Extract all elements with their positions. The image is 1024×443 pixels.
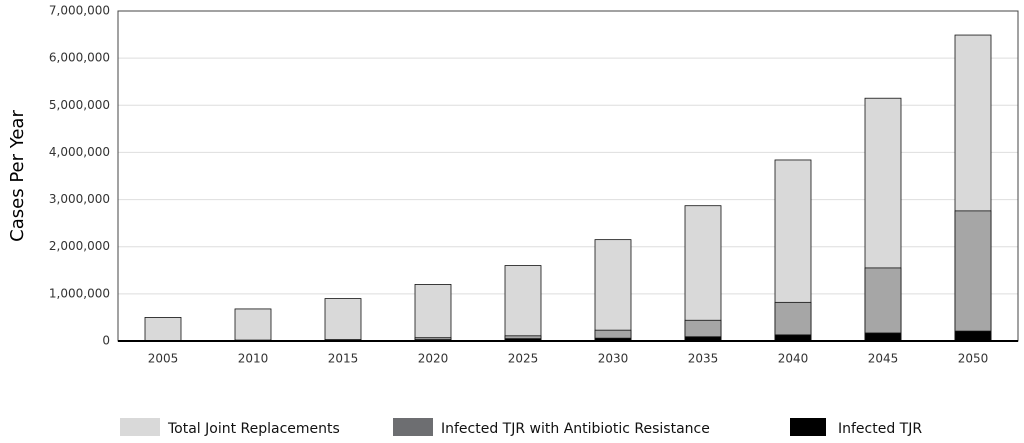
y-tick-label: 6,000,000 bbox=[49, 51, 110, 65]
bar bbox=[954, 210, 992, 342]
bar bbox=[864, 332, 902, 342]
legend-label: Infected TJR bbox=[838, 421, 922, 437]
legend-swatch bbox=[120, 418, 160, 436]
x-tick-label: 2050 bbox=[958, 352, 989, 366]
bar bbox=[414, 284, 452, 342]
bar bbox=[864, 267, 902, 342]
y-tick-label: 1,000,000 bbox=[49, 286, 110, 300]
x-tick-label: 2040 bbox=[778, 352, 809, 366]
bar bbox=[234, 308, 272, 342]
x-tick-label: 2020 bbox=[418, 352, 449, 366]
x-tick-label: 2030 bbox=[598, 352, 629, 366]
bar bbox=[144, 317, 182, 342]
legend-swatch bbox=[393, 418, 433, 436]
legend-label: Infected TJR with Antibiotic Resistance bbox=[441, 421, 710, 437]
legend-swatch bbox=[790, 418, 826, 436]
legend-label: Total Joint Replacements bbox=[167, 421, 340, 437]
bar bbox=[504, 265, 542, 342]
bar bbox=[594, 239, 632, 342]
x-tick-label: 2015 bbox=[328, 352, 359, 366]
bar bbox=[954, 330, 992, 342]
y-tick-label: 2,000,000 bbox=[49, 239, 110, 253]
y-tick-label: 0 bbox=[102, 334, 110, 348]
y-tick-label: 4,000,000 bbox=[49, 145, 110, 159]
x-tick-label: 2045 bbox=[868, 352, 899, 366]
x-tick-label: 2035 bbox=[688, 352, 719, 366]
y-axis-label: Cases Per Year bbox=[7, 110, 28, 242]
x-tick-label: 2005 bbox=[148, 352, 179, 366]
y-tick-label: 5,000,000 bbox=[49, 98, 110, 112]
x-tick-label: 2025 bbox=[508, 352, 539, 366]
y-tick-label: 3,000,000 bbox=[49, 192, 110, 206]
y-tick-label: 7,000,000 bbox=[49, 4, 110, 18]
x-tick-label: 2010 bbox=[238, 352, 269, 366]
bar bbox=[324, 298, 362, 342]
